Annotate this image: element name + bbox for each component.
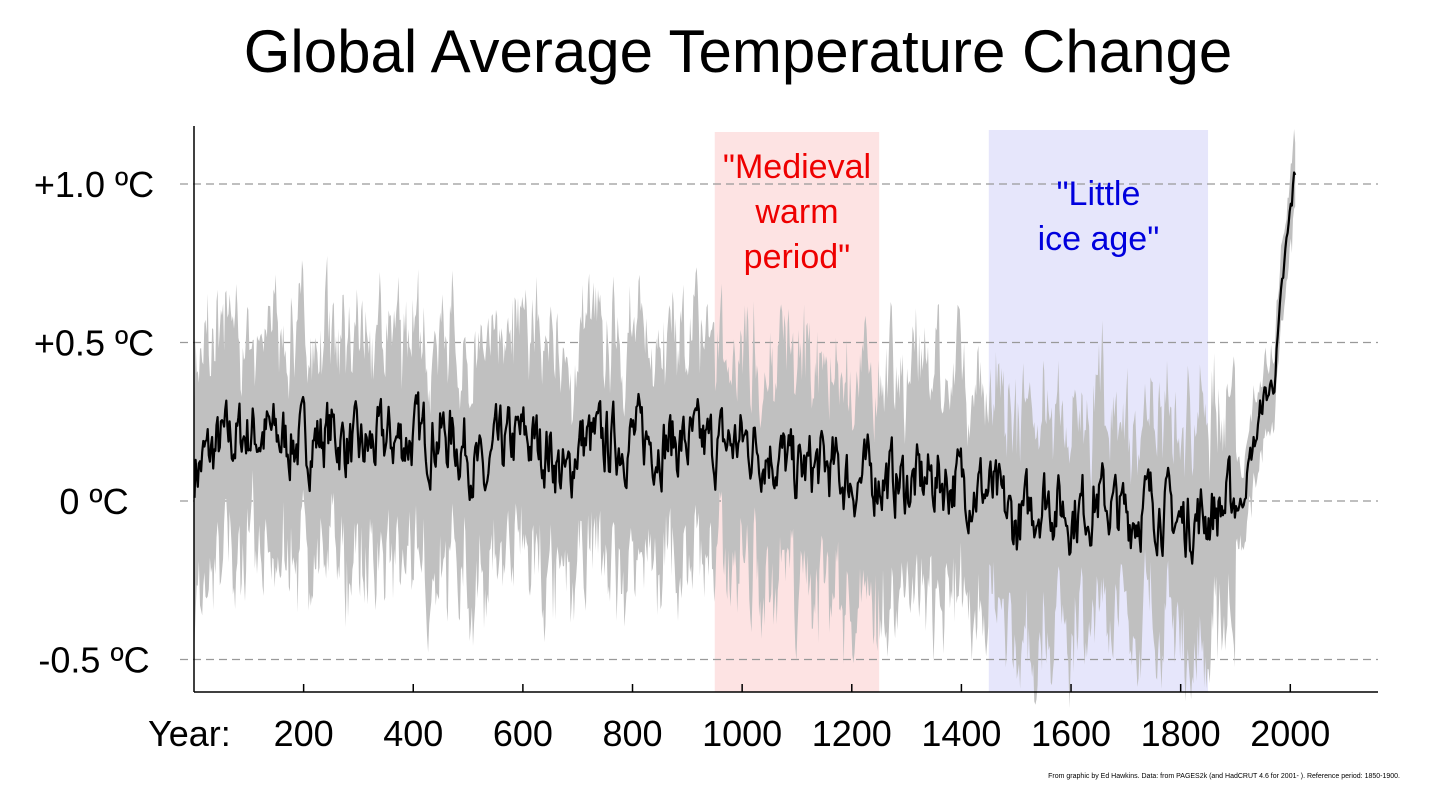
y-tick-label: +1.0 ºC [34, 164, 154, 205]
credit-note: From graphic by Ed Hawkins. Data: from P… [1048, 773, 1400, 780]
x-tick-label: 400 [383, 713, 443, 754]
x-tick-label: 1200 [812, 713, 892, 754]
chart-title: Global Average Temperature Change [244, 18, 1232, 85]
uncertainty-band-area [194, 129, 1296, 709]
ice-label-line: ice age" [1038, 220, 1160, 258]
x-tick-label: 2000 [1250, 713, 1330, 754]
medieval-label-line: "Medieval [723, 148, 871, 186]
uncertainty-band [194, 129, 1296, 709]
x-tick-label: 800 [602, 713, 662, 754]
temperature-line [193, 171, 1297, 565]
x-tick-label: 1600 [1031, 713, 1111, 754]
x-tick-label: 200 [274, 713, 334, 754]
y-axis-ticks: +1.0 ºC +0.5 ºC 0 ºC -0.5 ºC [34, 164, 154, 681]
y-tick-label: +0.5 ºC [34, 323, 154, 364]
period-labels: "Medieval warm period" "Little ice age" [723, 148, 1159, 276]
y-tick-label: -0.5 ºC [38, 640, 149, 681]
x-tick-label: 600 [493, 713, 553, 754]
ice-label-line: "Little [1056, 175, 1140, 213]
x-tick-label: 1000 [702, 713, 782, 754]
medieval-label-line: warm [754, 193, 838, 231]
medieval-label-line: period" [744, 238, 851, 276]
x-axis-ticks: 200 400 600 800 1000 1200 1400 1600 1800 2000 [274, 684, 1330, 754]
y-tick-label: 0 ºC [59, 481, 128, 522]
x-tick-label: 1800 [1141, 713, 1221, 754]
x-axis-label: Year: [148, 713, 231, 754]
temperature-series-line [193, 171, 1297, 565]
x-tick-label: 1400 [921, 713, 1001, 754]
